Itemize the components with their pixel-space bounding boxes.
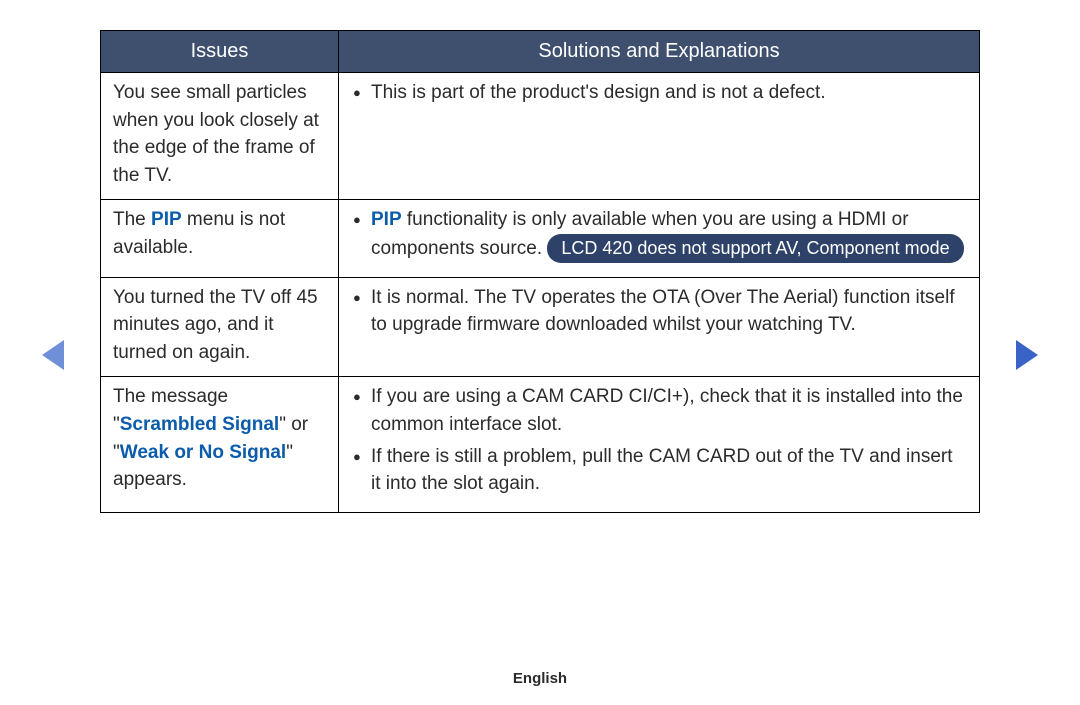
table-row: The message "Scrambled Signal" or "Weak …: [101, 377, 980, 512]
solution-text: If there is still a problem, pull the CA…: [371, 446, 953, 495]
issue-cell: The PIP menu is not available.: [101, 200, 339, 278]
solution-cell: This is part of the product's design and…: [339, 73, 980, 200]
manual-page: Issues Solutions and Explanations You se…: [0, 0, 1080, 705]
table-row: You turned the TV off 45 minutes ago, an…: [101, 277, 980, 377]
solution-cell: It is normal. The TV operates the OTA (O…: [339, 277, 980, 377]
header-issues: Issues: [101, 31, 339, 73]
header-solutions: Solutions and Explanations: [339, 31, 980, 73]
table-row: The PIP menu is not available. PIP funct…: [101, 200, 980, 278]
table-header-row: Issues Solutions and Explanations: [101, 31, 980, 73]
issue-cell: The message "Scrambled Signal" or "Weak …: [101, 377, 339, 512]
issue-text: You see small particles when you look cl…: [113, 82, 319, 186]
solution-cell: If you are using a CAM CARD CI/CI+), che…: [339, 377, 980, 512]
solution-item: PIP functionality is only available when…: [351, 206, 967, 263]
next-page-arrow-icon[interactable]: [1016, 340, 1038, 370]
solution-text: If you are using a CAM CARD CI/CI+), che…: [371, 386, 963, 435]
issue-text: You turned the TV off 45 minutes ago, an…: [113, 287, 318, 363]
issue-keyword: PIP: [151, 209, 182, 230]
solution-item: If you are using a CAM CARD CI/CI+), che…: [351, 383, 967, 438]
solution-item: This is part of the product's design and…: [351, 79, 967, 107]
page-language-footer: English: [0, 670, 1080, 687]
solution-item: If there is still a problem, pull the CA…: [351, 443, 967, 498]
note-badge: LCD 420 does not support AV, Component m…: [547, 234, 963, 263]
issue-keyword: Scrambled Signal: [120, 414, 279, 435]
issue-cell: You see small particles when you look cl…: [101, 73, 339, 200]
table-row: You see small particles when you look cl…: [101, 73, 980, 200]
solution-cell: PIP functionality is only available when…: [339, 200, 980, 278]
issue-text-pre: The: [113, 209, 151, 230]
solution-text: This is part of the product's design and…: [371, 82, 826, 103]
solution-item: It is normal. The TV operates the OTA (O…: [351, 284, 967, 339]
solution-text: It is normal. The TV operates the OTA (O…: [371, 287, 955, 336]
troubleshooting-table: Issues Solutions and Explanations You se…: [100, 30, 980, 513]
issue-cell: You turned the TV off 45 minutes ago, an…: [101, 277, 339, 377]
prev-page-arrow-icon[interactable]: [42, 340, 64, 370]
solution-keyword: PIP: [371, 209, 402, 230]
issue-keyword: Weak or No Signal: [120, 442, 286, 463]
